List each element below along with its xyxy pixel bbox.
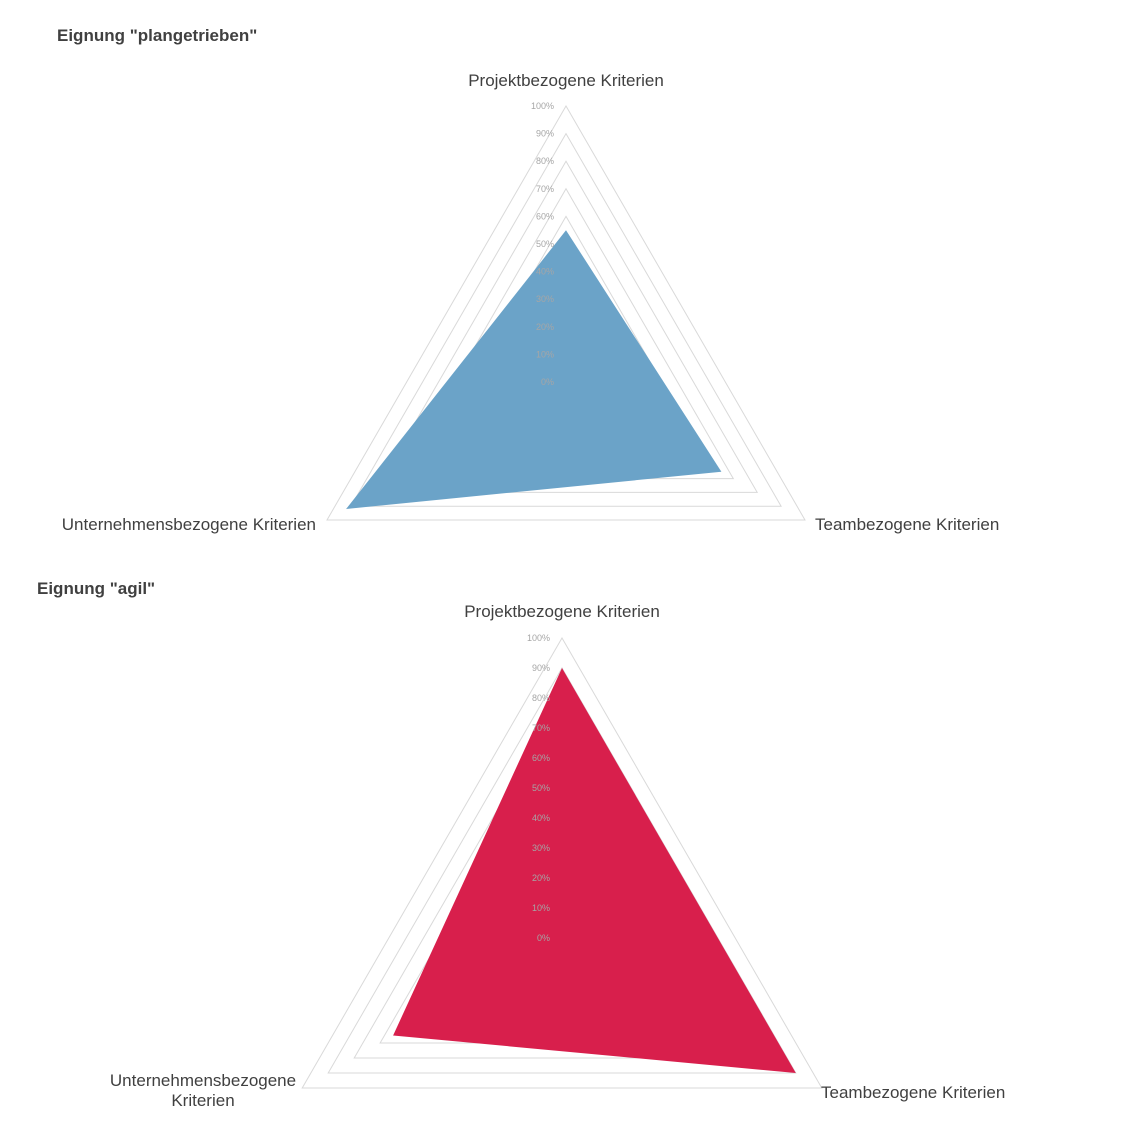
tick-label: 80%	[536, 156, 554, 166]
grid-ring-100	[326, 104, 806, 521]
tick-label: 50%	[536, 239, 554, 249]
grid-ring-90	[350, 132, 782, 507]
category-label: Teambezogene Kriterien	[821, 1083, 1005, 1102]
tick-label: 40%	[532, 813, 550, 823]
tick-label: 80%	[532, 693, 550, 703]
tick-label: 40%	[536, 267, 554, 277]
category-label: Projektbezogene Kriterien	[464, 602, 660, 621]
radar-chart-plangetrieben: Eignung "plangetrieben" 0% 10% 20% 30% 40% 50…	[57, 26, 999, 534]
category-label: Projektbezogene Kriterien	[468, 71, 664, 90]
category-label: Kriterien	[171, 1091, 234, 1110]
category-label: Unternehmensbezogene Kriterien	[62, 515, 316, 534]
tick-label: 10%	[532, 903, 550, 913]
tick-label: 30%	[536, 294, 554, 304]
tick-label: 30%	[532, 843, 550, 853]
radar-chart-agil: Eignung "agil" 0% 10% 20% 30% 40% 50% 60% 70% 80…	[37, 579, 1005, 1110]
tick-label: 60%	[536, 211, 554, 221]
tick-label: 90%	[532, 663, 550, 673]
chart-title: Eignung "plangetrieben"	[57, 26, 257, 45]
tick-label: 60%	[532, 753, 550, 763]
tick-label: 0%	[541, 377, 554, 387]
series-area	[346, 230, 722, 509]
tick-label: 20%	[536, 322, 554, 332]
category-label: Teambezogene Kriterien	[815, 515, 999, 534]
grid-ring-80	[373, 160, 759, 493]
tick-label: 70%	[536, 184, 554, 194]
tick-label: 50%	[532, 783, 550, 793]
chart-title: Eignung "agil"	[37, 579, 155, 598]
tick-label: 10%	[536, 349, 554, 359]
tick-label: 100%	[527, 633, 550, 643]
tick-label: 100%	[531, 101, 554, 111]
tick-label: 90%	[536, 129, 554, 139]
tick-label: 70%	[532, 723, 550, 733]
grid-ring-90	[327, 666, 797, 1074]
grid-ring-100	[301, 636, 823, 1089]
tick-label: 0%	[537, 933, 550, 943]
category-label: Unternehmensbezogene	[110, 1071, 296, 1090]
tick-label: 20%	[532, 873, 550, 883]
series-area	[393, 668, 796, 1073]
